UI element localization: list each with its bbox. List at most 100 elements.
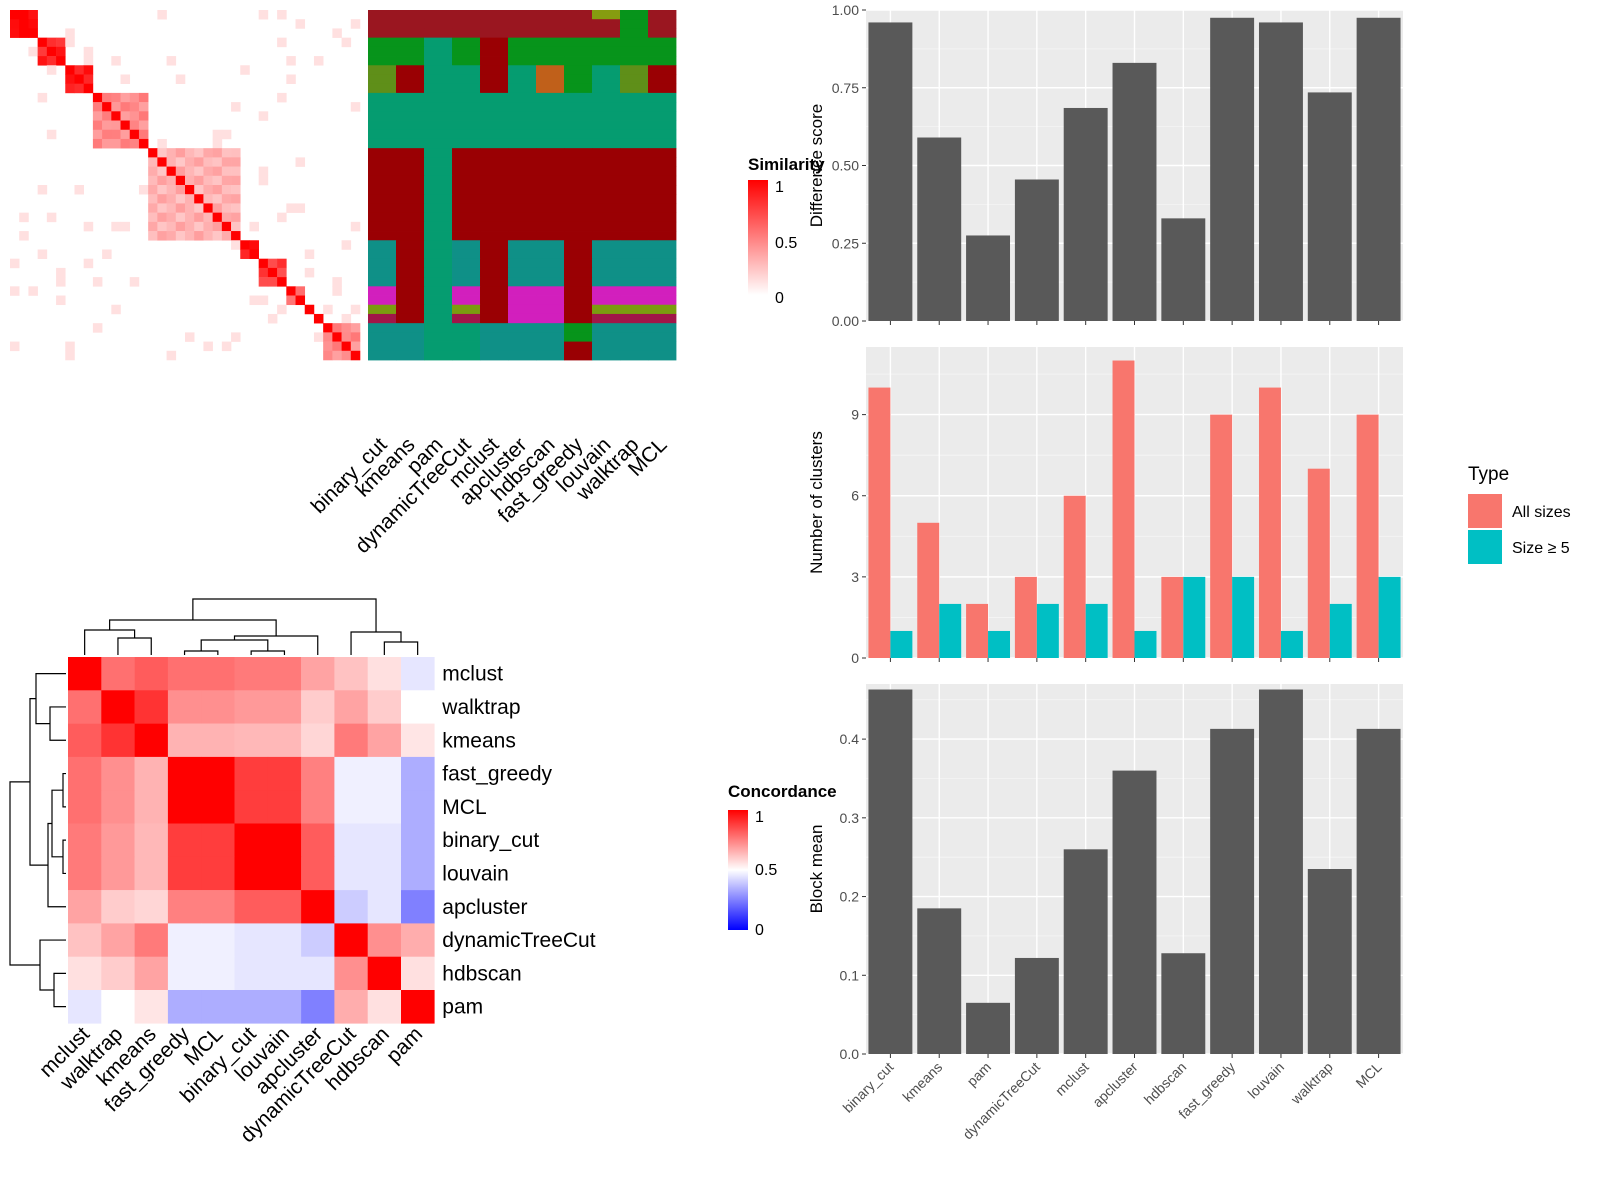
membership-cell	[508, 258, 537, 269]
similarity-cell	[212, 129, 223, 140]
membership-cell	[564, 46, 593, 57]
membership-cell	[536, 46, 565, 57]
legend-swatch-all-sizes	[1468, 494, 1502, 528]
membership-cell	[480, 56, 509, 66]
concordance-cell	[201, 690, 235, 724]
membership-cell	[592, 267, 621, 278]
membership-cell	[480, 46, 509, 57]
membership-cell	[368, 129, 397, 140]
concordance-legend: Concordance 1 0.5 0	[728, 782, 837, 939]
membership-cell	[368, 65, 397, 75]
membership-cell	[396, 175, 425, 186]
concordance-cell	[167, 756, 202, 791]
concordance-cell	[134, 856, 169, 891]
membership-cell	[536, 341, 565, 352]
similarity-cell	[166, 350, 177, 361]
similarity-cell	[194, 221, 204, 232]
membership-cell	[368, 157, 397, 167]
membership-cell	[368, 19, 397, 29]
similarity-cell	[19, 19, 29, 29]
similarity-cell	[323, 332, 333, 342]
y-tick-label: 0.3	[840, 810, 860, 826]
x-tick-label: MCL	[1352, 1059, 1384, 1091]
similarity-cell	[138, 120, 149, 131]
membership-cell	[648, 28, 677, 39]
similarity-cell	[212, 175, 223, 186]
similarity-cell	[203, 221, 213, 232]
membership-cell	[508, 148, 537, 158]
concordance-cell	[367, 790, 402, 824]
membership-cell	[480, 286, 509, 296]
similarity-cell	[138, 129, 149, 140]
concordance-cell	[201, 790, 235, 824]
membership-cell	[536, 166, 565, 177]
membership-cell	[508, 10, 537, 20]
similarity-cell	[249, 221, 259, 232]
membership-cell	[368, 350, 397, 361]
membership-cell	[480, 203, 509, 214]
similarity-cell	[92, 111, 103, 121]
x-tick-label: binary_cut	[840, 1059, 897, 1116]
membership-cell	[452, 203, 481, 214]
column-dendrogram-branch	[250, 650, 286, 655]
membership-cell	[424, 304, 453, 315]
similarity-cell	[166, 194, 177, 204]
similarity-cell	[175, 212, 186, 223]
similarity-cell	[185, 221, 195, 232]
membership-cell	[424, 249, 453, 260]
membership-cell	[648, 240, 677, 250]
bar-size-ge5	[1329, 603, 1352, 658]
legend-swatch-size-ge5	[1468, 530, 1502, 564]
similarity-cell	[148, 166, 158, 177]
concordance-cell	[367, 690, 402, 724]
membership-cell	[368, 185, 397, 195]
y-tick-label: 9	[851, 407, 859, 423]
membership-cell	[620, 148, 649, 158]
concordance-cell	[201, 923, 235, 957]
row-dendrogram	[9, 673, 66, 1008]
membership-cell	[424, 65, 453, 75]
similarity-cell	[203, 175, 213, 186]
row-dendrogram-branch	[62, 772, 66, 808]
membership-cell	[620, 157, 649, 167]
membership-cell	[508, 341, 537, 352]
membership-cell	[368, 323, 397, 333]
membership-cell	[648, 148, 677, 158]
concordance-cell	[68, 790, 102, 824]
concordance-row-label: mclust	[442, 663, 503, 686]
similarity-cell	[74, 83, 84, 94]
similarity-cell	[83, 74, 94, 84]
similarity-cell	[157, 157, 167, 167]
similarity-cell	[166, 157, 177, 167]
similarity-cell	[221, 231, 232, 241]
membership-cell	[424, 194, 453, 204]
membership-cell	[592, 65, 621, 75]
membership-cell	[620, 138, 649, 149]
similarity-cell	[231, 102, 241, 112]
similarity-cell	[157, 148, 167, 158]
similarity-cell	[166, 203, 177, 213]
similarity-cell	[313, 313, 324, 324]
membership-cell	[368, 341, 397, 352]
membership-cell	[536, 221, 565, 232]
bar-all-sizes	[1014, 576, 1037, 658]
similarity-cell	[83, 56, 94, 66]
membership-cell	[424, 148, 453, 158]
membership-cell	[396, 148, 425, 158]
membership-cell	[536, 157, 565, 167]
similarity-cell	[111, 111, 121, 121]
membership-cell	[648, 295, 677, 306]
similarity-cell	[102, 111, 112, 121]
membership-cell	[396, 194, 425, 204]
membership-cell	[648, 10, 677, 20]
concordance-cell	[267, 657, 302, 691]
similarity-cell	[120, 120, 131, 131]
similarity-cell	[286, 295, 296, 306]
similarity-cell	[277, 212, 287, 223]
membership-cell	[564, 166, 593, 177]
membership-cell	[564, 138, 593, 149]
membership-cell	[424, 83, 453, 94]
similarity-cell	[175, 157, 186, 167]
similarity-cell	[295, 203, 306, 213]
similarity-cell	[175, 194, 186, 204]
